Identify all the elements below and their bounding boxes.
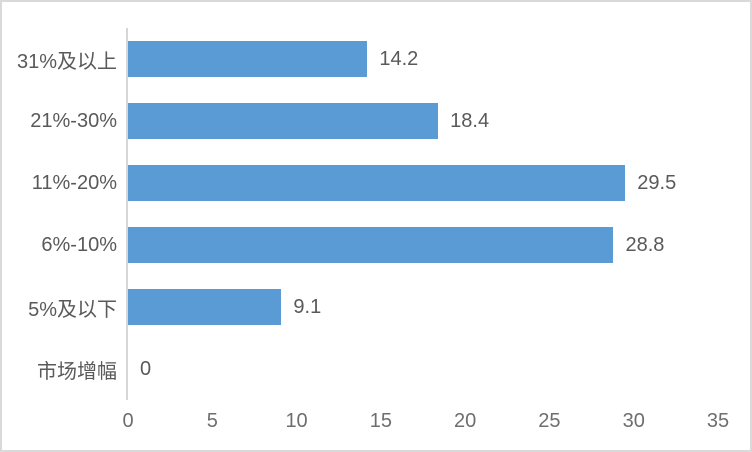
x-tick-label: 5 bbox=[206, 410, 218, 432]
bar bbox=[128, 289, 282, 325]
bar-track: 18.4 bbox=[126, 90, 718, 152]
x-tick-label: 20 bbox=[454, 410, 477, 432]
value-label: 18.4 bbox=[450, 109, 490, 132]
chart-row: 31%及以上 14.2 bbox=[2, 28, 750, 90]
x-tick-label: 35 bbox=[706, 410, 730, 432]
x-tick-label: 30 bbox=[622, 410, 645, 432]
x-axis: 0 5 10 15 20 25 30 35 bbox=[122, 400, 729, 442]
value-label: 14.2 bbox=[379, 47, 419, 70]
x-tick-label: 0 bbox=[122, 410, 134, 432]
bar bbox=[128, 103, 439, 139]
bar bbox=[128, 41, 368, 77]
bar-track: 9.1 bbox=[126, 276, 718, 338]
chart-row: 市场增幅 0 bbox=[2, 338, 750, 400]
bar bbox=[128, 165, 626, 201]
bar bbox=[128, 227, 614, 263]
value-label: 0 bbox=[140, 357, 152, 380]
category-label: 11%-20% bbox=[31, 171, 117, 194]
x-tick-label: 15 bbox=[369, 410, 392, 432]
bar-track: 0 bbox=[126, 338, 718, 400]
chart-row: 11%-20% 29.5 bbox=[2, 152, 750, 214]
value-label: 9.1 bbox=[293, 295, 322, 318]
category-label: 31%及以上 bbox=[16, 50, 117, 73]
bar-track: 29.5 bbox=[126, 152, 718, 214]
chart-row: 5%及以下 9.1 bbox=[2, 276, 750, 338]
category-label: 6%-10% bbox=[41, 233, 117, 256]
value-label: 28.8 bbox=[625, 233, 665, 256]
chart-row: 21%-30% 18.4 bbox=[2, 90, 750, 152]
chart-plot-area: 31%及以上 14.2 21%-30% 18.4 11%-20% 29.5 6%-10% 28… bbox=[2, 28, 750, 400]
category-label: 5%及以下 bbox=[28, 298, 117, 321]
bar-track: 14.2 bbox=[126, 28, 718, 90]
x-tick-label: 25 bbox=[538, 410, 561, 432]
x-tick-label: 10 bbox=[285, 410, 308, 432]
bar-track: 28.8 bbox=[126, 214, 718, 276]
category-label: 市场增幅 bbox=[37, 360, 117, 383]
chart-row: 6%-10% 28.8 bbox=[2, 214, 750, 276]
value-label: 29.5 bbox=[637, 171, 677, 194]
category-label: 21%-30% bbox=[30, 109, 117, 132]
